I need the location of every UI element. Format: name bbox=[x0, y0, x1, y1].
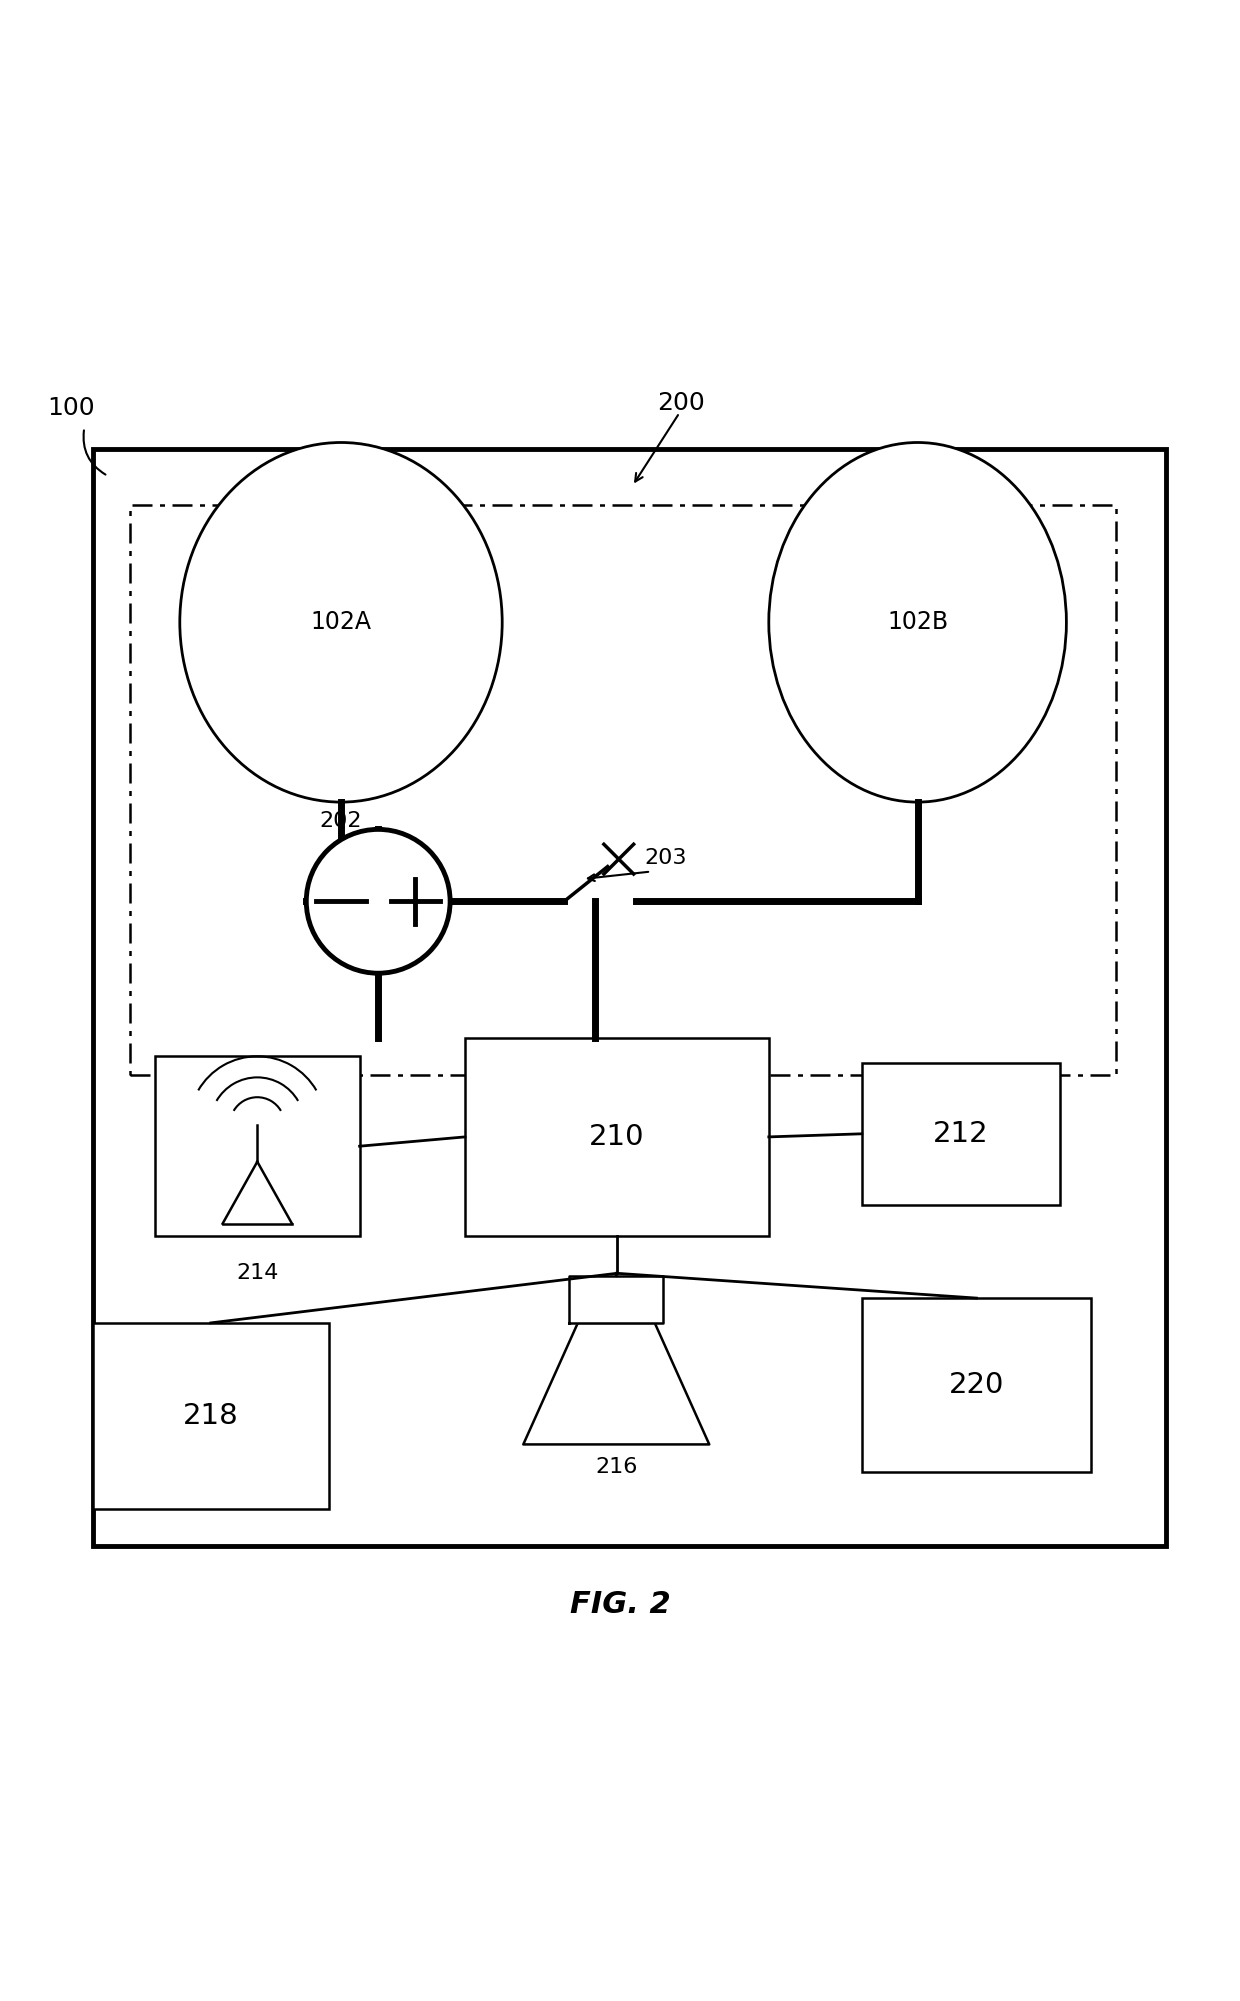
Text: 214: 214 bbox=[236, 1263, 279, 1283]
Text: 203: 203 bbox=[645, 848, 687, 868]
Text: 200: 200 bbox=[657, 390, 706, 414]
Bar bbox=[465, 1039, 769, 1237]
Text: 212: 212 bbox=[934, 1121, 988, 1149]
Bar bbox=[155, 1057, 360, 1237]
Text: FIG. 2: FIG. 2 bbox=[569, 1591, 671, 1619]
Text: 102A: 102A bbox=[310, 610, 372, 634]
Polygon shape bbox=[569, 1277, 663, 1323]
Circle shape bbox=[306, 828, 450, 972]
Text: 202: 202 bbox=[320, 810, 362, 830]
Polygon shape bbox=[523, 1323, 709, 1445]
Ellipse shape bbox=[180, 442, 502, 802]
Bar bbox=[93, 1323, 329, 1509]
Bar bbox=[862, 1299, 1091, 1471]
Text: 220: 220 bbox=[949, 1371, 1004, 1399]
Text: 102B: 102B bbox=[887, 610, 949, 634]
Text: 100: 100 bbox=[47, 396, 94, 420]
Text: 218: 218 bbox=[184, 1403, 238, 1431]
Ellipse shape bbox=[769, 442, 1066, 802]
Bar bbox=[130, 504, 1116, 1075]
Bar bbox=[93, 448, 1166, 1547]
Text: 216: 216 bbox=[595, 1457, 637, 1477]
Text: 210: 210 bbox=[589, 1123, 645, 1151]
Bar bbox=[862, 1063, 1060, 1205]
